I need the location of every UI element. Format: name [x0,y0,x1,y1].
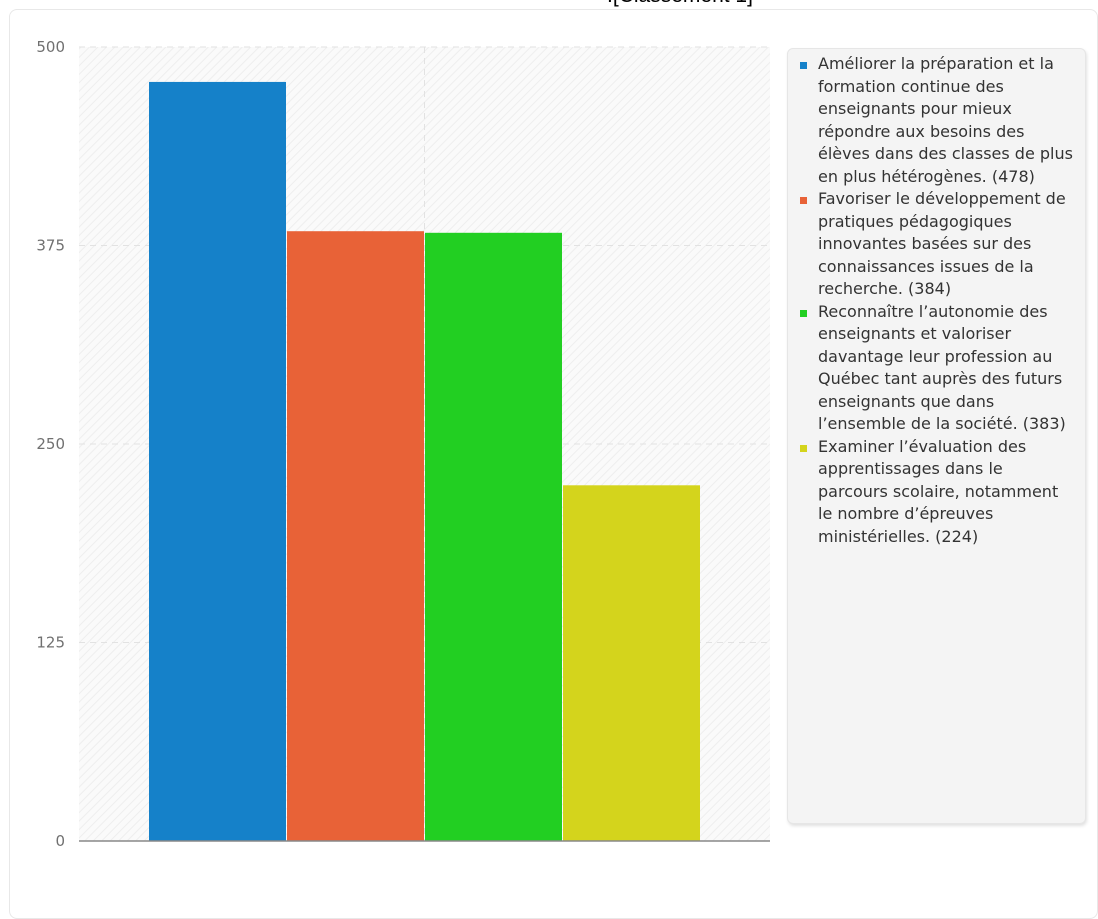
chart-plot: 0 125 250 375 500 [36,38,770,850]
legend-label: Examiner l’évaluation des apprentissages… [818,436,1059,546]
legend-item[interactable]: Examiner l’évaluation des apprentissages… [800,436,1075,549]
y-tick-label: 250 [36,435,65,453]
y-axis-ticks: 0 125 250 375 500 [36,38,65,850]
legend-swatch [800,197,807,204]
legend-swatch [800,444,807,452]
legend-swatch [800,62,807,69]
legend: Améliorer la préparation et la formation… [787,48,1086,824]
legend-label: Favoriser le développement de pratiques … [818,189,1066,298]
y-tick-label: 0 [55,832,65,850]
legend-label: Améliorer la préparation et la formation… [818,54,1073,186]
bars [149,81,700,842]
y-tick-label: 125 [36,634,65,652]
y-tick-label: 500 [36,38,65,56]
legend-item[interactable]: Favoriser le développement de pratiques … [800,188,1075,301]
y-tick-label: 375 [36,237,65,255]
chart-title: .[Classement 1] [520,0,840,8]
legend-item[interactable]: Améliorer la préparation et la formation… [800,53,1075,188]
bar-3[interactable] [425,232,562,841]
legend-swatch [800,309,807,317]
legend-label: Reconnaître l’autonomie des enseignants … [818,301,1066,434]
bar-1[interactable] [149,81,286,842]
bar-2[interactable] [287,231,424,841]
legend-item[interactable]: Reconnaître l’autonomie des enseignants … [800,301,1075,436]
bar-4[interactable] [563,485,700,841]
